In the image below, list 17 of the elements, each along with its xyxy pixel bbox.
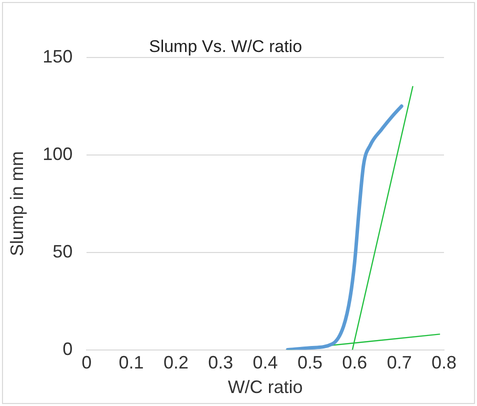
- chart-title: Slump Vs. W/C ratio: [148, 36, 302, 56]
- x-tick-label: 0.4: [252, 352, 278, 373]
- x-tick-label: 0.6: [342, 352, 368, 373]
- x-tick-label: 0.5: [297, 352, 323, 373]
- x-tick-label: 0.3: [208, 352, 234, 373]
- y-tick-label: 100: [42, 144, 73, 164]
- line-series: [286, 104, 404, 350]
- y-tick-label: 0: [62, 338, 73, 359]
- x-tick-label: 0.8: [431, 352, 457, 373]
- y-tick-label: 150: [42, 46, 73, 66]
- x-axis-title: W/C ratio: [228, 377, 303, 398]
- x-tick-label: 0: [82, 352, 92, 373]
- y-axis-title: Slump in mm: [6, 151, 27, 256]
- x-tick-label: 0.7: [386, 352, 412, 373]
- x-tick-label: 0.1: [118, 352, 144, 373]
- x-tick-label: 0.2: [163, 352, 188, 373]
- y-tick-label: 50: [52, 241, 73, 262]
